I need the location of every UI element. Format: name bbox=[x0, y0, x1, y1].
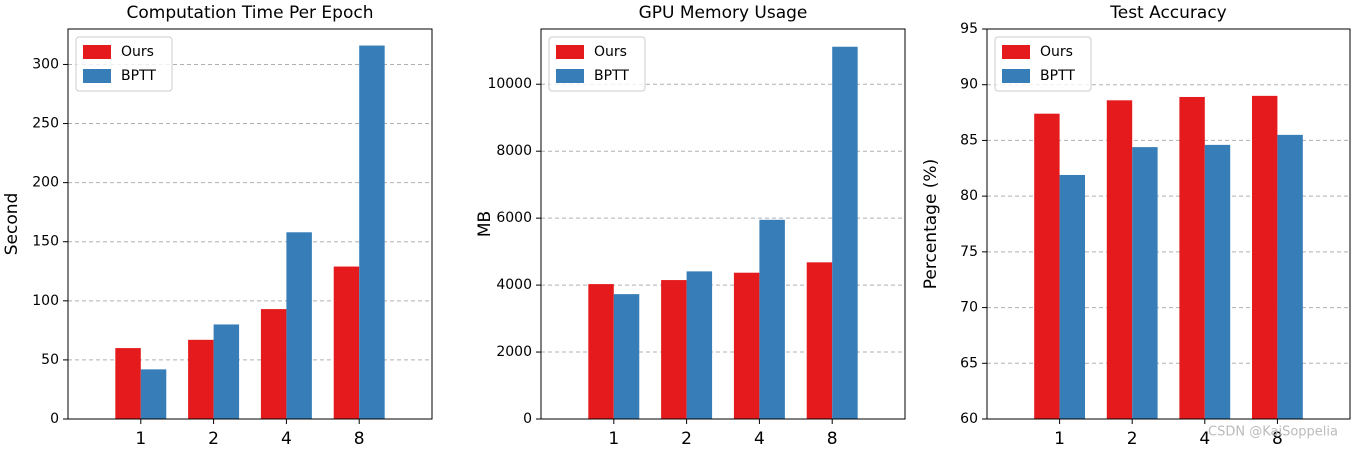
bar bbox=[188, 339, 214, 419]
x-tick-label: 1 bbox=[135, 429, 146, 449]
bar bbox=[613, 294, 640, 419]
y-tick-label: 90 bbox=[960, 77, 978, 93]
legend-label: BPTT bbox=[594, 68, 629, 84]
legend-label: BPTT bbox=[1040, 68, 1075, 84]
bar bbox=[1277, 134, 1303, 419]
bar bbox=[1059, 174, 1086, 419]
axes-frame bbox=[67, 28, 433, 420]
y-tick-label: 50 bbox=[41, 352, 59, 368]
y-tick-label: 8000 bbox=[496, 143, 532, 159]
y-tick-label: 65 bbox=[960, 355, 978, 371]
watermark: CSDN @KaiSoppelia bbox=[1208, 425, 1338, 440]
bar bbox=[1106, 100, 1133, 420]
y-tick-label: 2000 bbox=[496, 344, 532, 360]
y-tick-label: 75 bbox=[960, 244, 978, 260]
x-tick-label: 1 bbox=[608, 429, 619, 449]
legend-swatch bbox=[1002, 45, 1030, 59]
bar bbox=[359, 45, 385, 419]
bar bbox=[1179, 96, 1205, 419]
legend-swatch bbox=[83, 45, 111, 59]
chart-title: GPU Memory Usage bbox=[639, 3, 808, 23]
axes-frame bbox=[540, 28, 906, 420]
axes-frame bbox=[986, 28, 1351, 420]
bar bbox=[115, 348, 141, 419]
bar bbox=[286, 232, 312, 419]
x-tick-label: 2 bbox=[208, 429, 219, 449]
x-tick-label: 2 bbox=[1127, 429, 1138, 449]
legend-label: BPTT bbox=[121, 68, 156, 84]
bar bbox=[1132, 147, 1158, 419]
x-tick-label: 8 bbox=[354, 429, 365, 449]
legend-swatch bbox=[83, 69, 111, 83]
y-tick-label: 100 bbox=[32, 293, 59, 309]
bar bbox=[213, 324, 240, 419]
y-axis-label: Percentage (%) bbox=[921, 159, 941, 289]
bar bbox=[733, 272, 760, 419]
y-tick-label: 85 bbox=[960, 132, 978, 148]
y-tick-label: 200 bbox=[32, 175, 59, 191]
legend-swatch bbox=[556, 69, 584, 83]
y-axis-label: Second bbox=[2, 193, 22, 256]
x-tick-label: 8 bbox=[827, 429, 838, 449]
bar bbox=[1204, 144, 1231, 419]
x-tick-label: 1 bbox=[1054, 429, 1065, 449]
bar bbox=[588, 284, 614, 419]
bar bbox=[832, 46, 858, 419]
x-tick-label: 8 bbox=[1272, 429, 1283, 449]
x-tick-label: 2 bbox=[681, 429, 692, 449]
y-tick-label: 70 bbox=[960, 300, 978, 316]
legend-label: Ours bbox=[121, 44, 154, 60]
legend-swatch bbox=[556, 45, 584, 59]
y-tick-label: 4000 bbox=[496, 277, 532, 293]
legend-label: Ours bbox=[594, 44, 627, 60]
y-tick-label: 10000 bbox=[487, 76, 532, 92]
bar bbox=[759, 219, 785, 419]
bar bbox=[1034, 113, 1060, 419]
bar bbox=[686, 271, 713, 419]
x-tick-label: 4 bbox=[281, 429, 292, 449]
y-tick-label: 300 bbox=[32, 56, 59, 72]
y-tick-label: 6000 bbox=[496, 210, 532, 226]
y-tick-label: 95 bbox=[960, 21, 978, 37]
legend-label: Ours bbox=[1040, 44, 1073, 60]
bar bbox=[661, 280, 687, 419]
bar bbox=[260, 309, 287, 419]
x-tick-label: 4 bbox=[754, 429, 765, 449]
bar bbox=[806, 262, 833, 419]
chart-title: Test Accuracy bbox=[1109, 3, 1227, 23]
bar bbox=[140, 369, 167, 419]
x-tick-label: 4 bbox=[1199, 429, 1210, 449]
bar bbox=[333, 266, 360, 419]
chart-title: Computation Time Per Epoch bbox=[126, 3, 373, 23]
y-tick-label: 60 bbox=[960, 411, 978, 427]
y-tick-label: 80 bbox=[960, 188, 978, 204]
y-tick-label: 0 bbox=[50, 411, 59, 427]
y-axis-label: MB bbox=[475, 211, 495, 237]
bar bbox=[1251, 95, 1278, 419]
legend-swatch bbox=[1002, 69, 1030, 83]
y-tick-label: 150 bbox=[32, 234, 59, 250]
y-tick-label: 0 bbox=[523, 411, 532, 427]
y-tick-label: 250 bbox=[32, 116, 59, 132]
